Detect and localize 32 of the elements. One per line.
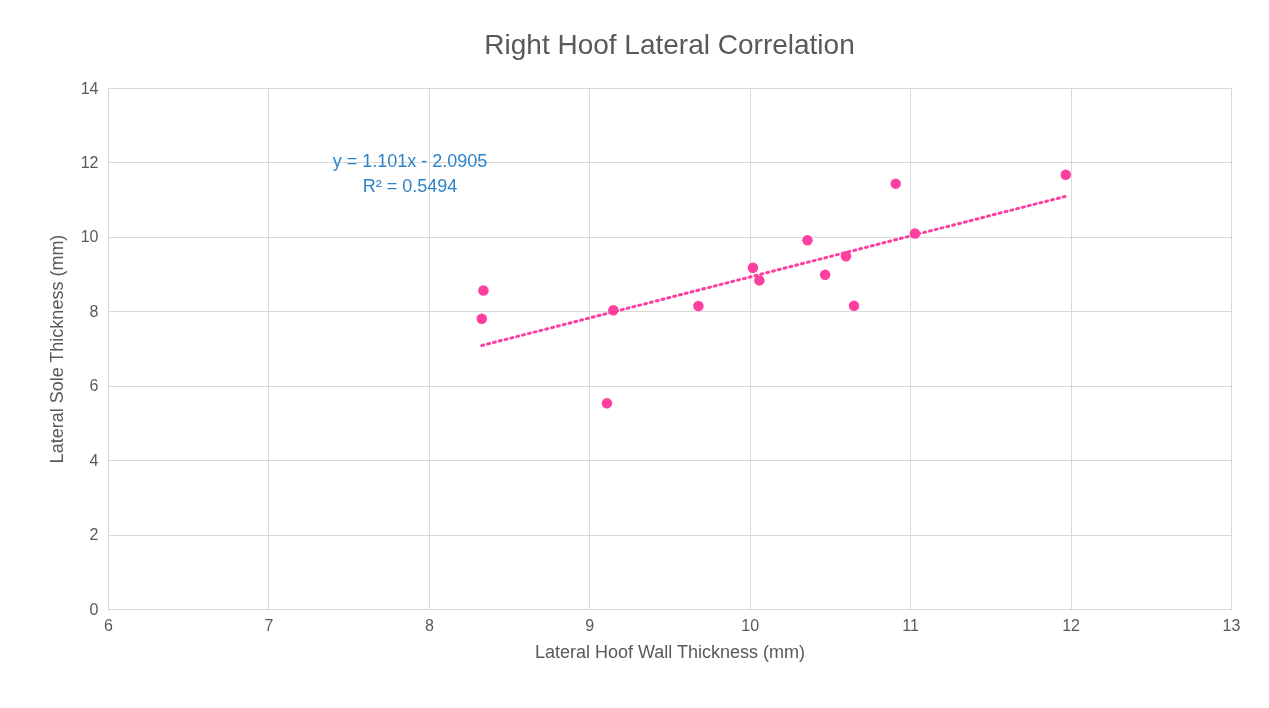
point — [693, 300, 704, 312]
point — [754, 275, 765, 286]
point — [747, 262, 759, 273]
point — [1060, 169, 1071, 180]
y-tick-label: 4 — [89, 451, 99, 469]
x-tick-label: 13 — [1222, 616, 1241, 634]
annotation: R² = 0.5494 — [362, 176, 458, 196]
y-tick-label: 14 — [80, 79, 99, 97]
x-tick-label: 11 — [902, 616, 920, 634]
y-tick-label: 8 — [89, 302, 99, 320]
x-tick-label: 7 — [264, 616, 274, 634]
point — [819, 269, 831, 281]
x-axis-title: Lateral Hoof Wall Thickness (mm) — [534, 641, 806, 662]
x-tick-label: 10 — [741, 616, 760, 634]
x-tick-label: 9 — [585, 616, 595, 634]
x-tick-label: 6 — [104, 616, 114, 634]
x-tick-label: 8 — [424, 616, 434, 634]
point — [848, 300, 860, 311]
point — [601, 397, 613, 409]
point — [476, 313, 488, 324]
y-tick-label: 2 — [89, 526, 99, 544]
point — [890, 178, 901, 189]
chart-title: Right Hoof Lateral Correlation — [484, 29, 855, 60]
annotation: y = 1.101x - 2.0905 — [332, 151, 488, 171]
y-axis-title: Lateral Sole Thickness (mm) — [46, 234, 67, 464]
y-tick-label: 0 — [89, 600, 99, 618]
y-tick-label: 12 — [80, 153, 99, 171]
y-tick-label: 10 — [80, 228, 99, 246]
y-tick-label: 6 — [89, 377, 99, 395]
point — [802, 234, 813, 246]
point — [478, 285, 489, 296]
x-tick-label: 12 — [1062, 616, 1081, 634]
